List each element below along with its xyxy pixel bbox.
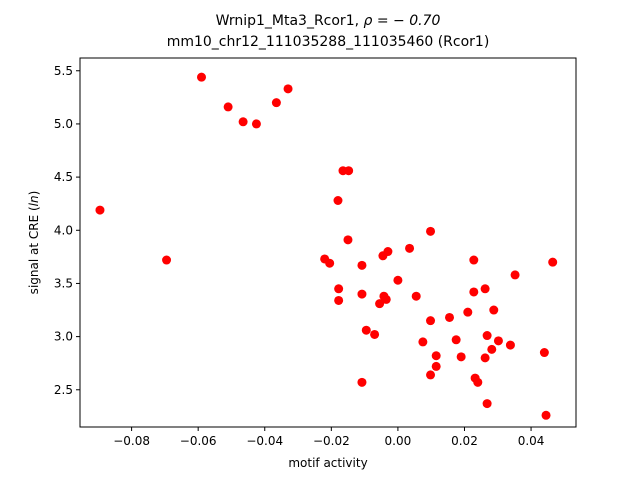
data-point bbox=[361, 325, 371, 335]
data-point bbox=[431, 351, 441, 361]
data-point bbox=[375, 299, 385, 309]
plot-frame bbox=[79, 57, 577, 428]
data-point bbox=[405, 243, 415, 253]
data-point bbox=[482, 331, 492, 341]
y-tick-label: 4.0 bbox=[54, 223, 73, 237]
data-point bbox=[357, 377, 367, 387]
data-point bbox=[197, 72, 207, 82]
data-point bbox=[333, 195, 343, 205]
data-point bbox=[505, 340, 515, 350]
y-tick-label: 2.5 bbox=[54, 383, 73, 397]
data-point bbox=[469, 255, 479, 265]
data-point bbox=[325, 258, 335, 268]
data-point bbox=[283, 84, 293, 94]
x-tick-label: −0.06 bbox=[180, 434, 217, 448]
data-point bbox=[223, 102, 233, 112]
data-point bbox=[541, 410, 551, 420]
x-tick-label: 0.02 bbox=[451, 434, 478, 448]
data-point bbox=[493, 336, 503, 346]
x-tick-label: −0.08 bbox=[113, 434, 150, 448]
data-point bbox=[334, 295, 344, 305]
data-point bbox=[469, 287, 479, 297]
data-point bbox=[473, 377, 483, 387]
data-point bbox=[95, 205, 105, 215]
x-tick-label: 0.04 bbox=[518, 434, 545, 448]
data-point bbox=[426, 370, 436, 380]
data-point bbox=[463, 307, 473, 317]
x-tick-label: 0.00 bbox=[385, 434, 412, 448]
points-layer bbox=[95, 72, 558, 420]
data-point bbox=[238, 117, 248, 127]
y-axis-label: signal at CRE (ln) bbox=[27, 191, 41, 295]
data-point bbox=[381, 294, 391, 304]
data-point bbox=[418, 337, 428, 347]
y-tick-label: 3.5 bbox=[54, 276, 73, 290]
data-point bbox=[393, 275, 403, 285]
data-point bbox=[344, 166, 354, 176]
data-point bbox=[383, 247, 393, 257]
y-tick-label: 5.5 bbox=[54, 64, 73, 78]
data-point bbox=[251, 119, 261, 129]
data-point bbox=[271, 98, 281, 108]
data-point bbox=[334, 284, 344, 294]
chart-title-rho: ρ = − 0.70 bbox=[363, 13, 441, 29]
y-axis-label-italic: ln bbox=[27, 195, 41, 206]
chart-title-line1: Wrnip1_Mta3_Rcor1, ρ = − 0.70 bbox=[80, 13, 576, 29]
y-tick-label: 4.5 bbox=[54, 170, 73, 184]
data-point bbox=[480, 284, 490, 294]
y-tick-label: 3.0 bbox=[54, 330, 73, 344]
data-point bbox=[482, 399, 492, 409]
data-point bbox=[510, 270, 520, 280]
y-tick-label: 5.0 bbox=[54, 117, 73, 131]
ticks-layer: −0.08 −0.06 −0.04 −0.02 0.00 0.02 0.04 2.5 3.0 3.… bbox=[54, 64, 545, 448]
chart-title-prefix: Wrnip1_Mta3_Rcor1, bbox=[215, 13, 364, 29]
data-point bbox=[487, 344, 497, 354]
data-point bbox=[426, 226, 436, 236]
data-point bbox=[480, 353, 490, 363]
data-point bbox=[489, 305, 499, 315]
chart-title-line2: mm10_chr12_111035288_111035460 (Rcor1) bbox=[166, 34, 490, 50]
y-axis-label-prefix: signal at CRE ( bbox=[27, 206, 41, 294]
y-axis-label-suffix: ) bbox=[27, 191, 41, 196]
x-tick-label: −0.02 bbox=[313, 434, 350, 448]
data-point bbox=[548, 257, 558, 267]
data-point bbox=[426, 316, 436, 326]
data-point bbox=[456, 352, 466, 362]
x-tick-label: −0.04 bbox=[246, 434, 283, 448]
data-point bbox=[411, 291, 421, 301]
data-point bbox=[445, 312, 455, 322]
data-point bbox=[370, 329, 380, 339]
data-point bbox=[357, 260, 367, 270]
data-point bbox=[539, 348, 549, 358]
data-point bbox=[451, 335, 461, 345]
data-point bbox=[343, 235, 353, 245]
data-point bbox=[357, 289, 367, 299]
data-point bbox=[162, 255, 172, 265]
x-axis-label: motif activity bbox=[288, 456, 367, 470]
data-point bbox=[431, 361, 441, 371]
